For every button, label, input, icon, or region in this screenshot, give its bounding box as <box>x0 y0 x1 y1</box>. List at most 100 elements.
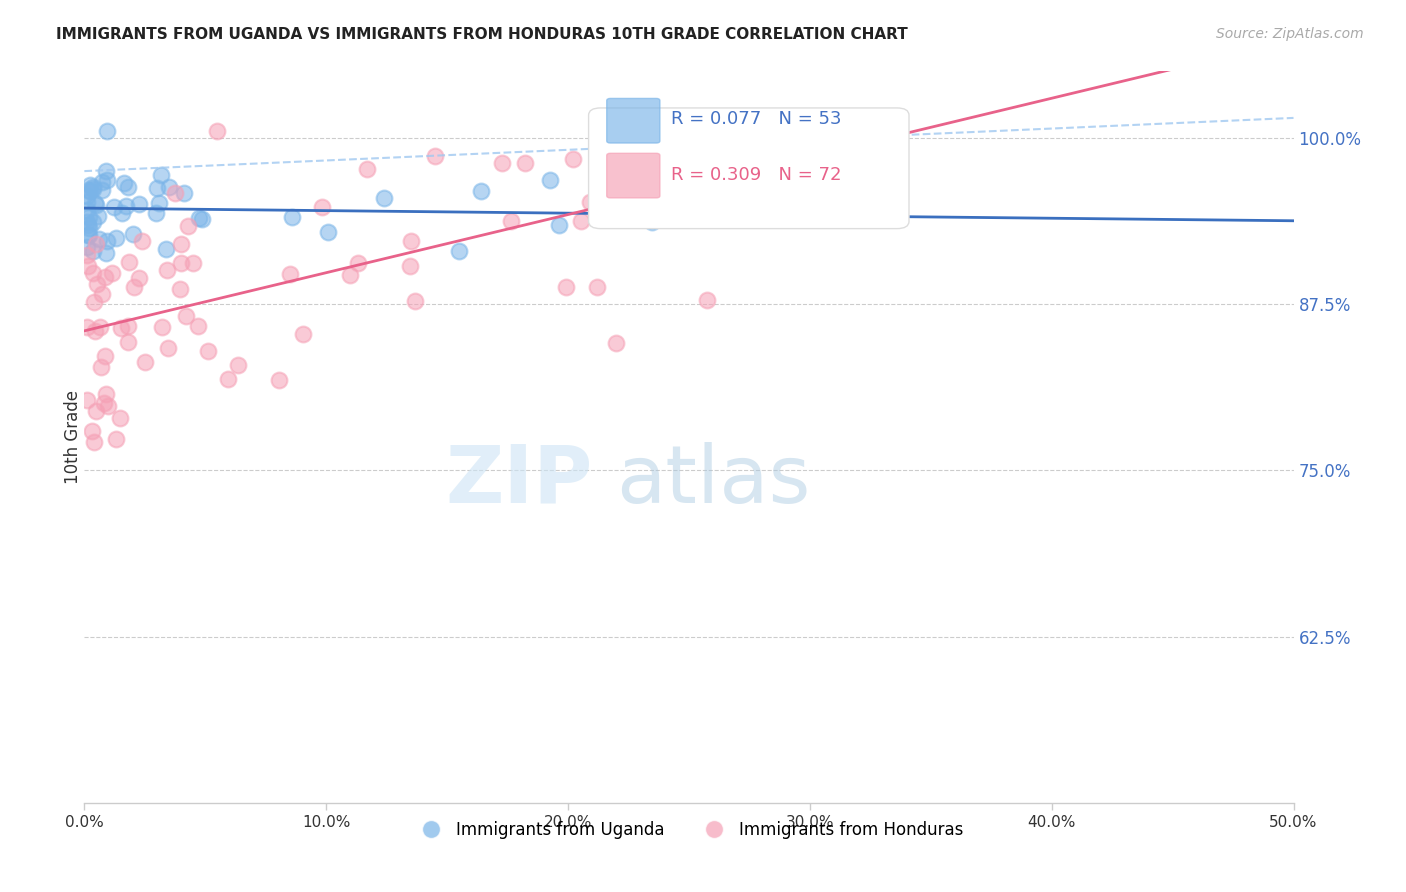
Text: R = 0.309   N = 72: R = 0.309 N = 72 <box>671 166 841 185</box>
Point <box>94 164 117 178</box>
Point <box>93 395 115 409</box>
Point <box>267 373 290 387</box>
Point <box>108 411 131 425</box>
Point <box>131 234 153 248</box>
Point <box>110 206 132 220</box>
Point <box>94 269 117 284</box>
Point <box>76 248 98 262</box>
Point <box>117 335 139 350</box>
Point <box>281 210 304 224</box>
Point <box>177 219 200 233</box>
FancyBboxPatch shape <box>607 98 659 143</box>
Point <box>652 124 675 138</box>
Point <box>134 355 156 369</box>
Point <box>163 186 186 200</box>
Point <box>77 210 100 224</box>
Point <box>555 280 578 294</box>
Point <box>710 178 733 192</box>
Point <box>84 198 107 212</box>
Point <box>87 231 110 245</box>
Point <box>82 215 104 229</box>
Point <box>76 392 98 407</box>
Point <box>76 194 98 209</box>
Point <box>501 214 523 228</box>
Point <box>311 200 333 214</box>
Text: atlas: atlas <box>616 442 811 520</box>
Point <box>356 161 378 176</box>
Point <box>155 242 177 256</box>
Point <box>77 260 100 274</box>
Point <box>347 256 370 270</box>
Text: Source: ZipAtlas.com: Source: ZipAtlas.com <box>1216 27 1364 41</box>
Point <box>77 183 100 197</box>
Point <box>110 321 132 335</box>
Point <box>217 372 239 386</box>
Point <box>146 180 169 194</box>
Point <box>76 188 98 202</box>
Point <box>470 184 492 198</box>
Point <box>398 260 420 274</box>
Point <box>90 286 112 301</box>
Point <box>191 212 214 227</box>
Point <box>84 404 107 418</box>
Point <box>170 236 193 251</box>
Point <box>145 205 167 219</box>
Point <box>122 227 145 242</box>
Point <box>77 228 100 243</box>
Point <box>128 197 150 211</box>
Point <box>181 256 204 270</box>
Point <box>128 271 150 285</box>
Point <box>82 182 104 196</box>
Point <box>96 246 118 260</box>
Point <box>316 225 339 239</box>
Point <box>399 234 422 248</box>
Point <box>174 309 197 323</box>
Point <box>100 266 122 280</box>
Point <box>339 268 361 282</box>
Point <box>76 203 98 218</box>
Point <box>187 318 209 333</box>
Point <box>697 170 720 185</box>
Point <box>82 266 104 280</box>
Point <box>157 180 180 194</box>
Point <box>94 386 117 401</box>
Point <box>86 237 108 252</box>
Point <box>90 183 112 197</box>
Point <box>538 173 561 187</box>
Point <box>561 153 583 167</box>
Point <box>513 155 536 169</box>
Point <box>491 156 513 170</box>
Point <box>150 168 173 182</box>
Point <box>105 231 128 245</box>
Point <box>169 282 191 296</box>
Point <box>569 213 592 227</box>
Point <box>117 254 139 268</box>
Point <box>226 358 249 372</box>
Point <box>76 319 98 334</box>
Point <box>83 434 105 449</box>
Point <box>373 191 395 205</box>
Point <box>117 319 139 334</box>
Point <box>579 194 602 209</box>
Point <box>82 244 104 259</box>
Point <box>685 124 707 138</box>
Point <box>96 172 118 186</box>
Point <box>77 219 100 233</box>
Point <box>148 195 170 210</box>
Point <box>112 176 135 190</box>
Text: IMMIGRANTS FROM UGANDA VS IMMIGRANTS FROM HONDURAS 10TH GRADE CORRELATION CHART: IMMIGRANTS FROM UGANDA VS IMMIGRANTS FRO… <box>56 27 908 42</box>
Point <box>115 199 138 213</box>
Point <box>197 344 219 359</box>
Point <box>91 175 114 189</box>
Point <box>586 280 609 294</box>
Point <box>169 256 191 270</box>
Point <box>87 209 110 223</box>
Point <box>207 124 229 138</box>
Point <box>76 214 98 228</box>
Point <box>156 262 179 277</box>
Point <box>89 359 111 374</box>
Text: R = 0.077   N = 53: R = 0.077 N = 53 <box>671 110 841 128</box>
Point <box>89 320 111 334</box>
Point <box>717 124 740 138</box>
Point <box>97 399 120 413</box>
